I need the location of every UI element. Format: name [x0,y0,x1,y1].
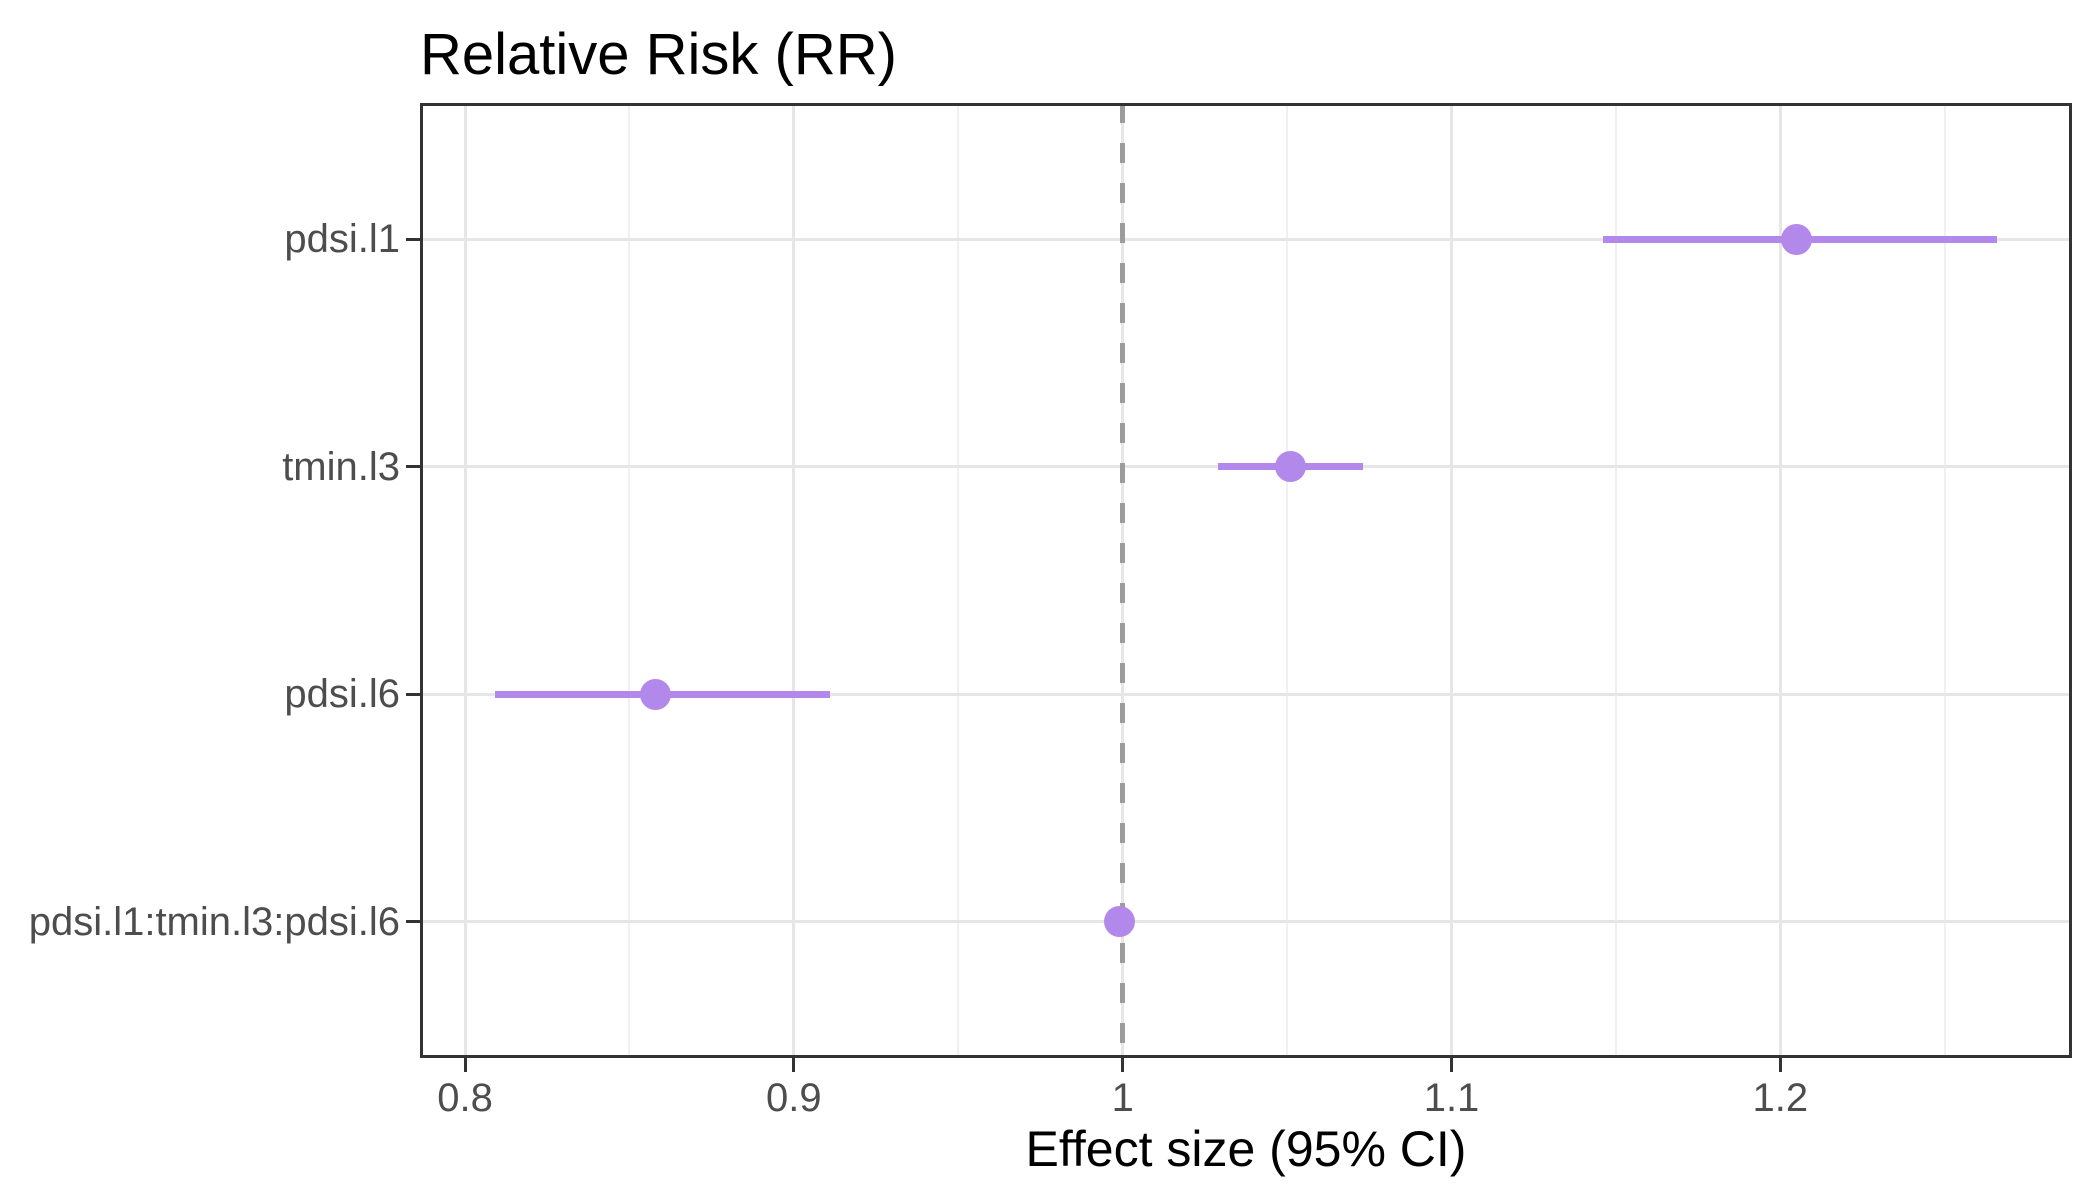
x-tick-mark [463,1058,467,1072]
gridline-major-vertical [463,103,467,1058]
gridline-major-horizontal [420,692,2072,696]
y-axis-label-interaction: pdsi.l1:tmin.l3:pdsi.l6 [28,899,400,944]
x-tick-label-1.2: 1.2 [1752,1076,1809,1120]
x-tick-label-1: 1 [1111,1076,1134,1120]
x-tick-label-1.1: 1.1 [1423,1076,1480,1120]
x-tick-mark [1450,1058,1453,1072]
y-tick-mark [406,692,420,696]
y-axis-label-pdsi-l1: pdsi.l1 [284,217,400,262]
point-estimate-pdsi.l6 [640,678,672,710]
x-tick-mark [1778,1058,1782,1072]
panel-border [420,103,2072,1058]
gridline-major-vertical [1778,103,1782,1058]
y-tick-mark [406,237,420,241]
point-estimate-pdsi.l1:tmin.l3:pdsi.l6 [1103,906,1135,938]
plot-panel [420,103,2072,1058]
x-tick-label-0.9: 0.9 [766,1076,822,1120]
x-tick-mark [1121,1058,1125,1072]
y-axis-label-pdsi-l6: pdsi.l6 [284,672,400,717]
gridline-major-horizontal [420,237,2072,241]
reference-line [1120,103,1126,1058]
y-axis-label-tmin-l3: tmin.l3 [282,444,400,489]
y-tick-mark [406,465,420,469]
gridline-minor-vertical [1943,103,1946,1058]
point-estimate-tmin.l3 [1274,451,1306,483]
point-estimate-pdsi.l1 [1781,223,1813,255]
gridline-minor-vertical [1286,103,1289,1058]
gridline-major-vertical [792,103,796,1058]
gridline-major-horizontal [420,920,2072,924]
chart-title: Relative Risk (RR) [420,22,897,87]
x-tick-mark [792,1058,796,1072]
gridline-major-vertical [1450,103,1453,1058]
x-tick-label-0.8: 0.8 [437,1076,493,1120]
x-axis-title: Effect size (95% CI) [1025,1121,1467,1177]
gridline-minor-vertical [957,103,960,1058]
y-tick-mark [406,920,420,924]
gridline-minor-vertical [628,103,631,1058]
gridline-minor-vertical [1614,103,1617,1058]
